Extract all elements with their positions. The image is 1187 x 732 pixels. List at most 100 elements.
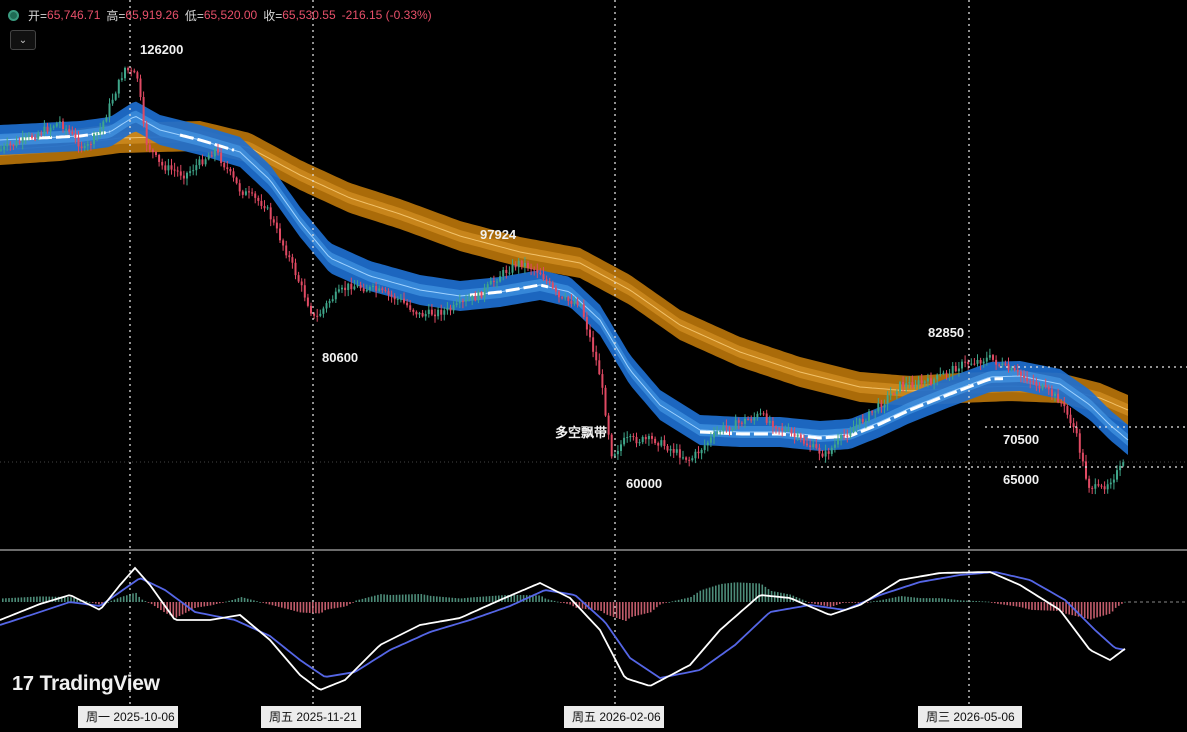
candle-body (27, 135, 30, 137)
candle-body (787, 429, 790, 431)
candle-body (1044, 385, 1047, 387)
candle-body (1035, 381, 1038, 386)
macd-histogram-bar (1003, 602, 1005, 605)
candle-body (902, 381, 905, 387)
candle-body (539, 272, 542, 275)
candle-body (198, 159, 201, 166)
candle-body (954, 365, 957, 372)
macd-histogram-bar (374, 595, 376, 602)
date-box-label: 周五 2025-11-21 (269, 710, 357, 724)
macd-histogram-bar (829, 602, 832, 607)
macd-histogram-bar (680, 599, 683, 602)
candle-body (592, 337, 595, 352)
macd-histogram-bar (299, 602, 302, 613)
macd-histogram-bar (101, 602, 103, 605)
date-marker-2: 周五 2026-02-06 (564, 706, 664, 728)
macd-histogram-bar (885, 599, 888, 602)
macd-histogram-bar (572, 602, 574, 607)
macd-histogram-bar (305, 602, 308, 613)
macd-histogram-bar (727, 583, 729, 602)
macd-histogram-bar (1099, 602, 1101, 617)
macd-histogram-bar (73, 597, 75, 602)
candle-body (40, 133, 43, 135)
chevron-down-icon[interactable]: ⌄ (10, 30, 36, 50)
candle-body (272, 219, 275, 223)
tradingview-mark-icon: 17 (12, 672, 34, 695)
macd-histogram-bar (1102, 602, 1105, 616)
candle-body (933, 379, 936, 385)
candle-body (489, 280, 492, 285)
macd-histogram-bar (321, 602, 323, 613)
candle-body (840, 435, 843, 440)
candle-body (117, 79, 120, 94)
crossover-highlight-2 (469, 283, 549, 297)
macd-histogram-bar (17, 597, 20, 602)
macd-histogram-bar (634, 602, 636, 617)
change-value: -216.15 (-0.33%) (341, 8, 432, 22)
fast-band-outer (0, 101, 1128, 455)
candle-body (868, 411, 870, 421)
macd-histogram-bar (253, 600, 255, 602)
macd-histogram-bar (966, 600, 968, 602)
macd-histogram-bar (600, 602, 602, 611)
candles (0, 66, 1125, 495)
candle-body (626, 437, 629, 439)
candle-body (74, 133, 77, 138)
macd-histogram-bar (60, 596, 63, 602)
candle-body (806, 443, 808, 446)
macd-histogram-bar (336, 602, 339, 608)
candle-body (706, 442, 709, 446)
candle-body (855, 424, 858, 428)
candle-body (663, 440, 666, 447)
candle-body (610, 434, 613, 457)
candle-body (43, 126, 46, 134)
candle-body (858, 418, 861, 425)
macd-histogram-bar (804, 600, 807, 602)
macd-histogram-bar (482, 596, 485, 602)
candle-body (623, 437, 626, 445)
macd-histogram-bar (1065, 602, 1067, 614)
candle-body (6, 143, 9, 147)
macd-histogram-bar (1009, 602, 1012, 606)
macd-histogram-bar (1105, 602, 1108, 615)
candle-body (551, 282, 554, 288)
candle-body (455, 303, 458, 305)
macd-histogram-bar (5, 598, 7, 602)
candle-body (1109, 482, 1112, 485)
macd-histogram-bar (265, 602, 268, 604)
candle-body (471, 295, 474, 300)
macd-histogram-bar (222, 602, 224, 603)
macd-histogram-bar (423, 594, 426, 602)
macd-histogram-bar (721, 583, 723, 602)
macd-histogram-bar (932, 598, 934, 602)
candle-body (102, 121, 105, 130)
macd-histogram-bar (550, 600, 553, 602)
visibility-toggle-icon[interactable] (8, 9, 19, 21)
candle-body (564, 297, 567, 299)
candle-body (812, 444, 815, 448)
candle-body (266, 207, 269, 209)
slow-band-outer (0, 121, 1128, 425)
macd-histogram-bar (1096, 602, 1098, 618)
macd-histogram-bar (618, 602, 621, 619)
candle-body (167, 165, 170, 171)
macd-histogram-bar (591, 602, 593, 610)
candle-body (508, 272, 511, 274)
macd-histogram-bar (157, 602, 159, 609)
candle-body (3, 146, 6, 150)
macd-histogram-bar (175, 602, 178, 618)
macd-histogram-bar (194, 602, 196, 609)
macd-histogram-bar (339, 602, 342, 608)
macd-histogram-bar (950, 599, 953, 602)
candle-body (393, 296, 396, 300)
candle-body (861, 418, 864, 422)
candle-body (275, 222, 278, 229)
candle-body (691, 458, 694, 461)
open-label: 开= (28, 8, 48, 23)
candle-body (285, 245, 288, 256)
candle-body (127, 67, 130, 71)
date-marker-0: 周一 2025-10-06 (78, 706, 178, 728)
candle-body (514, 264, 517, 268)
candle-body (449, 307, 452, 311)
